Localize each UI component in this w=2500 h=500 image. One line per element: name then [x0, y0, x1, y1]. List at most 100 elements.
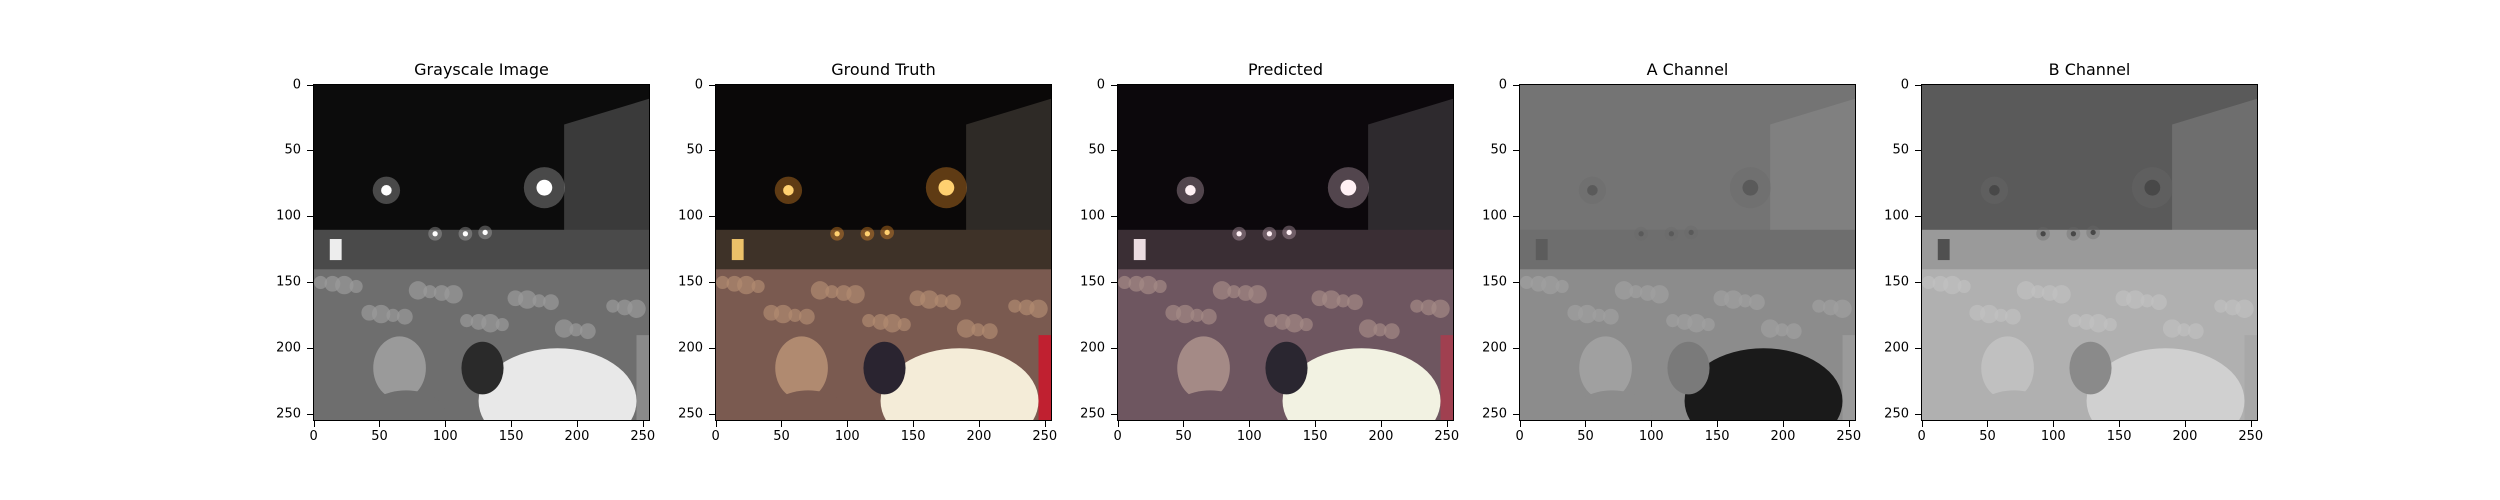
y-tick-label: 150 — [1482, 274, 1507, 290]
x-tick — [1921, 421, 1923, 427]
x-tick — [2119, 421, 2121, 427]
y-tick-label: 200 — [678, 340, 703, 356]
y-tick — [307, 150, 313, 152]
y-tick — [709, 150, 715, 152]
x-tick-label: 200 — [1770, 429, 1796, 444]
panel-title: A Channel — [1646, 60, 1729, 79]
x-tick — [2053, 421, 2055, 427]
panel-b-channel: B Channel 0 50 100 150 200 250 0 50 100 150 200 250 — [1884, 60, 2263, 444]
a-channel-image — [1519, 84, 1856, 421]
x-tick-label: 200 — [1368, 429, 1394, 444]
x-tick — [1446, 421, 1448, 427]
x-tick — [978, 421, 980, 427]
x-tick — [1585, 421, 1587, 427]
x-tick-label: 100 — [2040, 429, 2066, 444]
y-tick-label: 0 — [1498, 77, 1507, 93]
y-tick — [1513, 84, 1519, 86]
b-channel-image — [1921, 84, 2258, 421]
y-tick — [1513, 150, 1519, 152]
x-tick-label: 50 — [1175, 429, 1192, 444]
x-tick — [1848, 421, 1850, 427]
y-tick-label: 0 — [1096, 77, 1105, 93]
grayscale-image — [313, 84, 650, 421]
x-tick — [576, 421, 578, 427]
predicted-image — [1117, 84, 1454, 421]
x-tick-label: 50 — [1979, 429, 1996, 444]
y-tick-label: 200 — [1482, 340, 1507, 356]
y-tick-label: 0 — [1900, 77, 1909, 93]
panel-a-channel: A Channel 0 50 100 150 200 250 0 50 100 150 200 250 — [1482, 60, 1861, 444]
x-tick-label: 0 — [1515, 429, 1524, 444]
x-tick-label: 250 — [2238, 429, 2264, 444]
ground-truth-image — [715, 84, 1052, 421]
x-tick — [445, 421, 447, 427]
y-tick — [1111, 150, 1117, 152]
x-tick-label: 100 — [834, 429, 860, 444]
x-tick — [1044, 421, 1046, 427]
y-tick — [1915, 347, 1921, 349]
y-tick — [1513, 413, 1519, 415]
x-tick-label: 250 — [1032, 429, 1058, 444]
x-tick-label: 100 — [1638, 429, 1664, 444]
x-tick — [781, 421, 783, 427]
y-tick — [1915, 150, 1921, 152]
y-tick — [1111, 413, 1117, 415]
x-tick — [1519, 421, 1521, 427]
x-tick — [642, 421, 644, 427]
x-tick — [2250, 421, 2252, 427]
x-tick — [847, 421, 849, 427]
y-tick — [1915, 216, 1921, 218]
y-tick-label: 0 — [694, 77, 703, 93]
y-tick — [709, 84, 715, 86]
x-tick-label: 250 — [1434, 429, 1460, 444]
y-tick-label: 150 — [1080, 274, 1105, 290]
panel-predicted: Predicted 0 50 100 150 200 250 0 50 100 150 200 250 — [1080, 60, 1459, 444]
x-tick-label: 50 — [1577, 429, 1594, 444]
x-tick-label: 100 — [432, 429, 458, 444]
x-tick-label: 100 — [1236, 429, 1262, 444]
y-tick-label: 100 — [276, 208, 301, 224]
y-tick — [709, 216, 715, 218]
y-tick — [1513, 216, 1519, 218]
y-tick — [307, 347, 313, 349]
x-tick — [379, 421, 381, 427]
x-tick-label: 150 — [900, 429, 926, 444]
y-tick-label: 50 — [1088, 142, 1105, 158]
y-tick-label: 100 — [678, 208, 703, 224]
y-tick-label: 50 — [1892, 142, 1909, 158]
x-tick-label: 0 — [1113, 429, 1122, 444]
x-tick — [1987, 421, 1989, 427]
x-tick — [1249, 421, 1251, 427]
x-tick-label: 150 — [1704, 429, 1730, 444]
x-tick — [1651, 421, 1653, 427]
x-tick-label: 0 — [711, 429, 720, 444]
y-tick-label: 150 — [276, 274, 301, 290]
y-tick — [307, 413, 313, 415]
x-tick — [1380, 421, 1382, 427]
x-tick — [913, 421, 915, 427]
y-tick — [709, 282, 715, 284]
x-tick — [1717, 421, 1719, 427]
y-tick — [1111, 216, 1117, 218]
y-tick-label: 250 — [678, 406, 703, 422]
y-tick-label: 100 — [1884, 208, 1909, 224]
y-tick-label: 200 — [276, 340, 301, 356]
y-tick — [307, 216, 313, 218]
panel-grayscale: Grayscale Image 0 50 100 150 200 250 0 50 100 150… — [276, 60, 655, 444]
x-tick — [1117, 421, 1119, 427]
y-tick-label: 150 — [678, 274, 703, 290]
y-tick — [709, 413, 715, 415]
x-tick — [715, 421, 717, 427]
x-tick-label: 50 — [371, 429, 388, 444]
x-tick-label: 50 — [773, 429, 790, 444]
x-tick-label: 0 — [309, 429, 318, 444]
x-tick — [313, 421, 315, 427]
y-tick — [1915, 413, 1921, 415]
y-tick-label: 250 — [1482, 406, 1507, 422]
x-tick-label: 150 — [1302, 429, 1328, 444]
panel-title: B Channel — [2048, 60, 2131, 79]
y-tick — [1111, 282, 1117, 284]
y-tick-label: 200 — [1080, 340, 1105, 356]
panel-title: Ground Truth — [831, 60, 936, 79]
y-tick-label: 250 — [276, 406, 301, 422]
